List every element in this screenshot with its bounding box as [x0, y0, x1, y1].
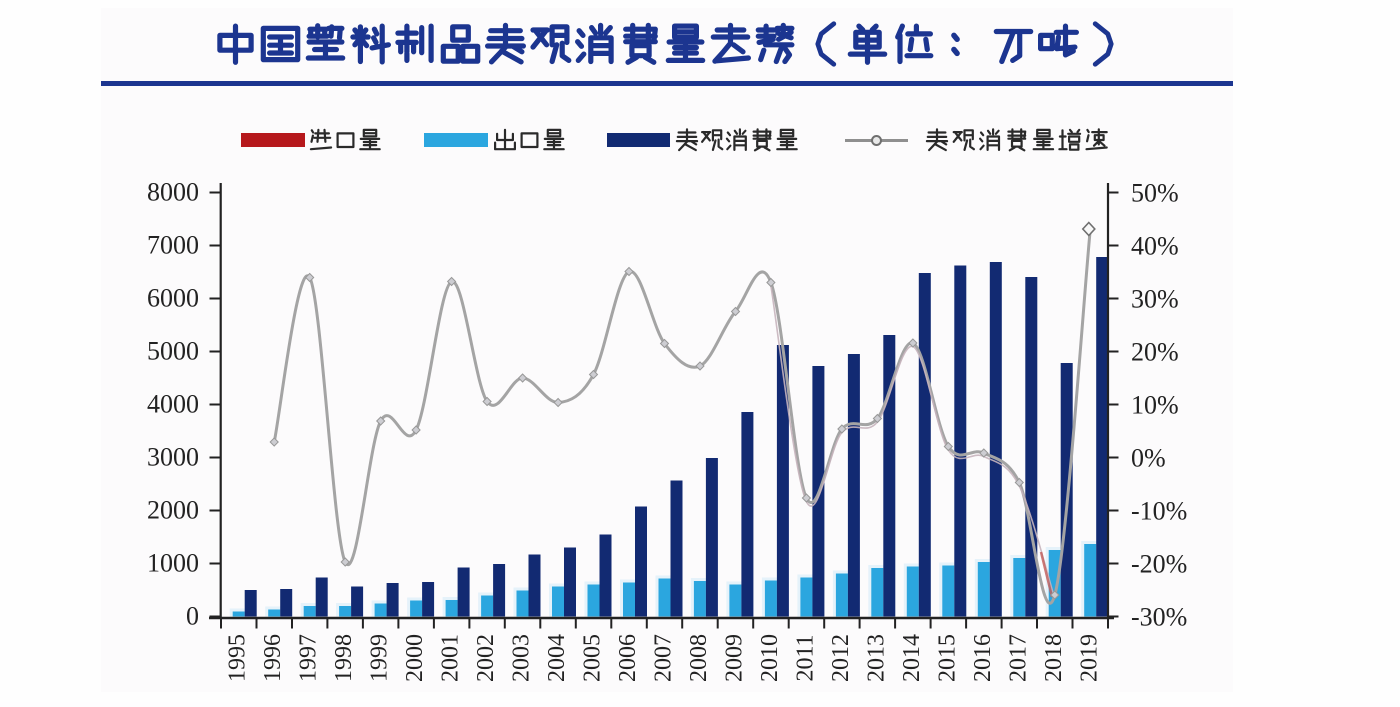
svg-text:40%: 40% — [1131, 232, 1179, 261]
svg-text:2002: 2002 — [473, 634, 499, 682]
svg-text:1997: 1997 — [296, 634, 322, 682]
svg-text:2001: 2001 — [438, 634, 464, 682]
svg-text:2015: 2015 — [934, 634, 960, 682]
svg-text:2014: 2014 — [899, 634, 925, 682]
svg-text:1998: 1998 — [331, 634, 357, 682]
svg-text:1000: 1000 — [147, 549, 199, 578]
svg-text:1996: 1996 — [260, 634, 286, 682]
svg-text:3000: 3000 — [147, 443, 199, 472]
svg-text:2004: 2004 — [544, 634, 570, 682]
svg-text:5000: 5000 — [147, 337, 199, 366]
svg-text:2006: 2006 — [615, 634, 641, 682]
svg-text:50%: 50% — [1131, 179, 1179, 208]
svg-text:2000: 2000 — [147, 496, 199, 525]
svg-text:6000: 6000 — [147, 284, 199, 313]
svg-text:2012: 2012 — [828, 634, 854, 682]
svg-text:8000: 8000 — [147, 178, 199, 207]
svg-text:30%: 30% — [1131, 285, 1179, 314]
svg-text:-10%: -10% — [1131, 497, 1187, 526]
svg-text:2000: 2000 — [402, 634, 428, 682]
svg-text:0: 0 — [186, 602, 199, 631]
svg-text:2003: 2003 — [509, 634, 535, 682]
svg-text:2019: 2019 — [1076, 634, 1102, 682]
svg-text:2016: 2016 — [970, 634, 996, 682]
svg-text:0%: 0% — [1131, 444, 1166, 473]
svg-text:10%: 10% — [1131, 391, 1179, 420]
svg-text:2008: 2008 — [686, 634, 712, 682]
svg-text:2011: 2011 — [792, 634, 818, 681]
svg-text:2018: 2018 — [1041, 634, 1067, 682]
svg-text:2007: 2007 — [651, 634, 677, 682]
svg-text:-20%: -20% — [1131, 550, 1187, 579]
svg-text:2017: 2017 — [1005, 634, 1031, 682]
svg-text:-30%: -30% — [1131, 603, 1187, 632]
svg-text:7000: 7000 — [147, 231, 199, 260]
svg-text:2013: 2013 — [863, 634, 889, 682]
svg-text:2005: 2005 — [580, 634, 606, 682]
svg-text:2009: 2009 — [722, 634, 748, 682]
svg-text:4000: 4000 — [147, 390, 199, 419]
svg-text:1999: 1999 — [367, 634, 393, 682]
svg-text:20%: 20% — [1131, 338, 1179, 367]
svg-text:1995: 1995 — [225, 634, 251, 682]
svg-text:2010: 2010 — [757, 634, 783, 682]
